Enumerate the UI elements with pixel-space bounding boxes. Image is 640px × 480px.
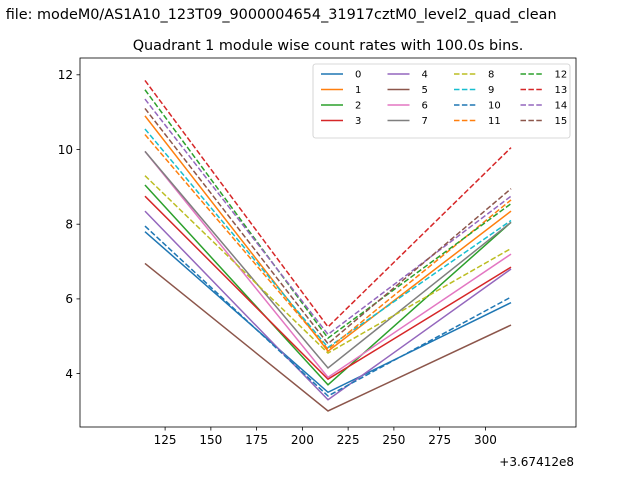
series-line-13 [144, 79, 512, 329]
legend-label-12: 12 [555, 70, 568, 81]
series-line-8 [144, 175, 512, 354]
legend-frame [312, 63, 571, 139]
legend-label-3: 3 [355, 116, 361, 127]
chart-title: Quadrant 1 module wise count rates with … [133, 38, 524, 54]
series-line-2 [144, 184, 512, 386]
series-line-4 [144, 210, 512, 401]
x-axis-offset-label: +3.67412e8 [499, 455, 574, 469]
series-line-6 [144, 150, 512, 379]
legend-label-1: 1 [355, 85, 361, 96]
legend-label-9: 9 [488, 85, 494, 96]
series-line-12 [144, 89, 512, 340]
legend-label-6: 6 [422, 101, 428, 112]
legend-label-7: 7 [422, 116, 428, 127]
series-line-5 [144, 262, 512, 412]
series-line-14 [144, 98, 512, 336]
legend-label-2: 2 [355, 101, 361, 112]
series-line-0 [144, 231, 512, 394]
series-line-10 [144, 225, 512, 397]
x-tick-label: 200 [291, 433, 314, 447]
y-tick-label: 8 [65, 217, 73, 231]
x-tick-label: 275 [428, 433, 451, 447]
x-tick-label: 175 [245, 433, 268, 447]
x-tick-label: 125 [154, 433, 177, 447]
legend-label-11: 11 [488, 116, 501, 127]
legend-label-14: 14 [555, 101, 568, 112]
series-line-1 [144, 115, 512, 353]
x-tick-label: 300 [474, 433, 497, 447]
x-tick-label: 225 [337, 433, 360, 447]
x-tick-label: 250 [382, 433, 405, 447]
series-line-3 [144, 195, 512, 381]
legend-label-4: 4 [422, 70, 428, 81]
legend-label-15: 15 [555, 116, 568, 127]
y-tick-label: 6 [65, 292, 73, 306]
legend-label-10: 10 [488, 101, 501, 112]
legend-label-0: 0 [355, 70, 361, 81]
legend-label-5: 5 [422, 85, 428, 96]
series-line-7 [144, 150, 512, 370]
y-tick-label: 4 [65, 367, 73, 381]
plot-lines [144, 79, 512, 412]
chart-suptitle: n file: modeM0/AS1A10_123T09_9000004654_… [0, 7, 557, 23]
legend-label-8: 8 [488, 70, 494, 81]
series-line-15 [144, 107, 512, 345]
y-tick-label: 10 [58, 143, 73, 157]
series-line-9 [144, 128, 512, 349]
series-line-11 [144, 134, 512, 351]
axes-frame [79, 57, 577, 428]
x-tick-label: 150 [199, 433, 222, 447]
y-tick-label: 12 [58, 68, 73, 82]
legend-label-13: 13 [555, 85, 568, 96]
